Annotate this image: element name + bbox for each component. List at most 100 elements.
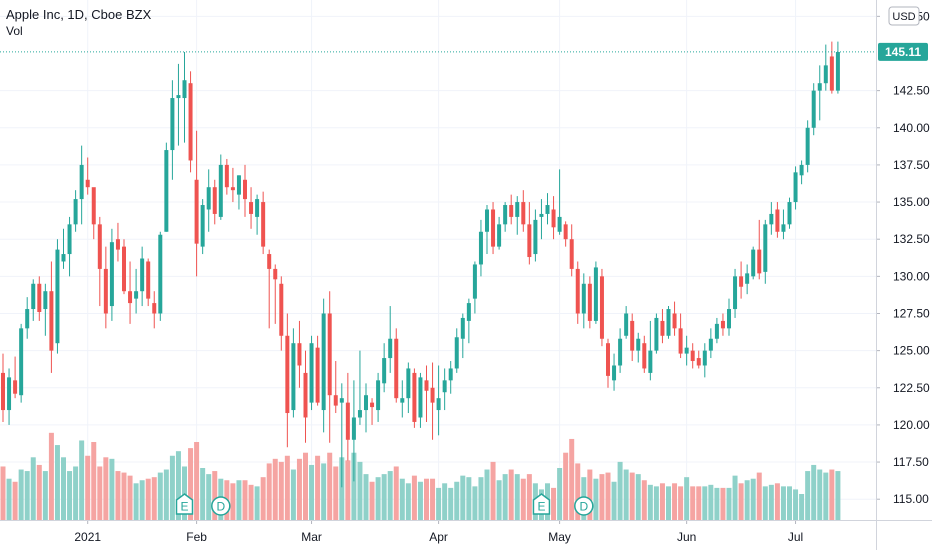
volume-bar [236,480,242,520]
candle-body [763,224,768,272]
chart-grid [0,0,876,520]
candle-body [430,387,435,403]
currency-label: USD [892,11,915,23]
candle-body [533,219,538,255]
candle-body [793,172,798,203]
candle-body [164,150,169,232]
candle-body [466,303,471,321]
candle-body [224,164,229,188]
volume-bar [109,458,115,520]
candle-body [497,224,502,247]
time-tick-label: Mar [301,530,322,544]
earnings-marker-shape [175,493,194,515]
candle-body [255,199,260,217]
volume-bar [303,452,308,520]
volume-bar [0,466,6,520]
candle-body [521,202,526,225]
volume-bar [91,442,97,520]
candle-body [672,313,677,329]
price-tick-label: 137.50 [893,158,930,172]
candle-body [200,205,205,247]
candle-body [73,199,78,225]
volume-bar [678,486,684,520]
price-tick-label: 130.00 [893,269,930,283]
candle-body [7,377,12,411]
candle-body [194,179,199,244]
candle-body [636,338,641,351]
candle-body [624,313,629,336]
volume-bar [611,481,617,520]
volume-bar [514,474,520,520]
candle-body [79,164,84,200]
volume-bar [157,472,163,520]
volume-bar [169,455,175,520]
volume-bar [242,480,248,520]
candle-body [1,372,5,411]
candle-body [587,283,592,321]
candle-body [660,320,665,336]
candle-body [678,328,683,354]
volume-bar [248,484,254,520]
price-tick-label: 122.50 [893,381,930,395]
time-axis[interactable]: 2021 Feb Mar Apr May Jun Jul [0,520,932,544]
volume-bar [351,452,357,520]
volume-bar [424,478,429,520]
candle-body [85,179,90,188]
price-tick-label: 125.00 [893,344,930,358]
event-marker-label: E [180,500,188,514]
volume-bar [593,478,599,520]
volume-bar [478,477,484,520]
candle-body [249,202,254,214]
volume-bar [85,455,91,520]
volume-bar [6,478,12,520]
volume-bar [617,461,623,520]
candle-body [781,224,786,232]
earnings-marker: E [175,493,194,515]
volume-bar [139,480,145,520]
candle-body [158,234,163,314]
price-tick-label: 117.50 [893,455,929,469]
price-axis[interactable]: 115.00 117.50 120.00 122.50 125.00 127.50 130.… [876,0,930,550]
candle-body [666,309,671,336]
candle-body [176,95,181,99]
volume-bar [780,486,786,520]
candle-body [37,283,42,312]
volume-bar [823,472,829,520]
volume-bar [369,481,375,520]
dividend-marker-shape [574,496,594,516]
volume-bar [466,477,472,520]
volume-label: Vol [6,24,23,38]
candle-body [188,83,193,161]
candle-body [757,249,762,274]
candle-body [454,337,459,369]
candle-body [606,343,610,376]
candle-body [91,187,96,225]
volume-bar [67,471,73,520]
candle-body [575,268,580,314]
candle-body [569,239,574,269]
candle-body [140,258,145,292]
candle-body [267,254,272,269]
volume-bars [0,432,841,520]
volume-bar [200,468,206,520]
volume-bar [762,486,768,520]
earnings-marker-shape [532,493,551,515]
volume-bar [508,469,514,520]
time-tick-label: Jun [677,530,696,544]
volume-bar [266,463,272,520]
candle-body [364,395,368,411]
volume-bar [641,480,647,520]
candle-body [557,216,562,232]
candle-body [612,365,617,381]
candle-body [309,343,314,403]
candle-body [551,209,556,228]
candle-body [170,98,175,151]
candle-body [230,187,235,191]
volume-bar [145,478,151,520]
volume-bar [417,481,423,520]
event-marker-label: D [579,500,588,514]
candle-body [503,205,508,225]
candle-body [733,276,738,310]
volume-bar [587,469,593,520]
